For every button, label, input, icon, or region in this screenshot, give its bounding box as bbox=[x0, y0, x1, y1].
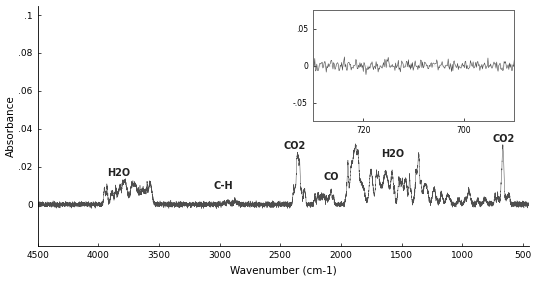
Text: H2O: H2O bbox=[381, 149, 405, 159]
Text: CO2: CO2 bbox=[284, 141, 306, 151]
X-axis label: Wavenumber (cm-1): Wavenumber (cm-1) bbox=[230, 266, 337, 275]
Text: CO2: CO2 bbox=[492, 134, 515, 144]
Text: C-H: C-H bbox=[214, 181, 233, 191]
Text: CO: CO bbox=[323, 172, 339, 182]
Text: H2O: H2O bbox=[107, 168, 130, 178]
Y-axis label: Absorbance: Absorbance bbox=[5, 95, 16, 157]
